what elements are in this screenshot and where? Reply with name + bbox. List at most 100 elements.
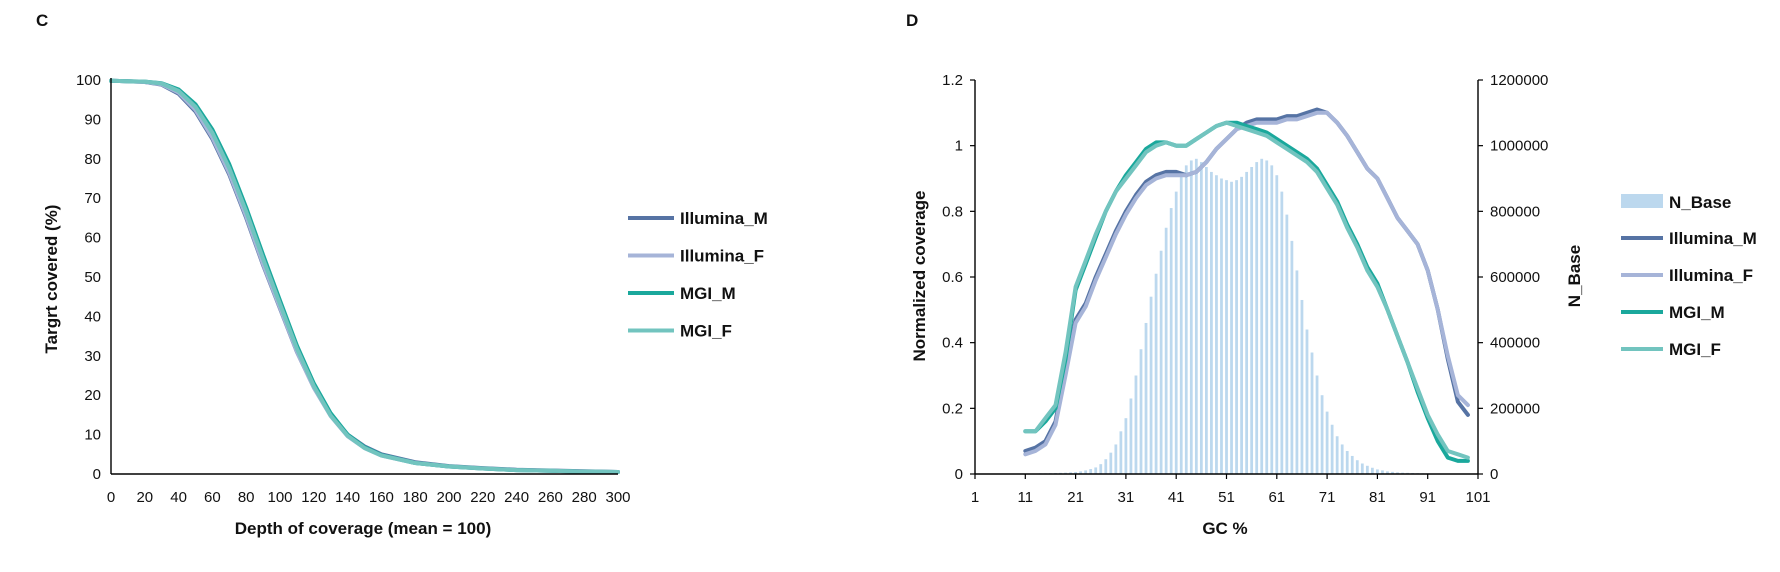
panel-d-letter: D <box>906 11 918 30</box>
panel-d-n-base-bar <box>1185 165 1188 474</box>
panel-c-x-tick-label: 220 <box>470 489 495 506</box>
panel-d-secondary-y-tick-label: 200000 <box>1490 400 1540 417</box>
panel-d-y-tick-label: 0.2 <box>942 400 963 417</box>
panel-c-y-tick-label: 30 <box>84 348 101 365</box>
panel-c-legend: Illumina_M Illumina_F MGI_M MGI_F <box>628 209 768 341</box>
panel-c-x-tick-label: 300 <box>605 489 630 506</box>
panel-d-y-tick-label: 1.2 <box>942 72 963 89</box>
panel-c-y-tick-label: 40 <box>84 308 101 325</box>
panel-d-n-base-bar <box>1356 460 1359 474</box>
panel-d-legend-label: MGI_F <box>1669 340 1721 359</box>
panel-d-secondary-y-tick-label: 0 <box>1490 466 1498 483</box>
panel-c-y-tick-label: 10 <box>84 427 101 444</box>
panel-d-x-tick-label: 31 <box>1118 489 1135 506</box>
panel-c-x-tick-label: 240 <box>504 489 529 506</box>
panel-d-secondary-y-axis-title: N_Base <box>1565 245 1584 307</box>
panel-c-legend-label: Illumina_F <box>680 247 764 266</box>
panel-d-n-base-bar <box>1285 215 1288 474</box>
panel-d-n-base-bar <box>1089 469 1092 474</box>
panel-d-n-base-bar <box>1311 353 1314 474</box>
panel-d-x-tick-label: 11 <box>1018 489 1034 506</box>
panel-d-n-base-bar <box>1265 160 1268 474</box>
panel-d-n-base-bar <box>1371 468 1374 474</box>
panel-d-n-base-bar <box>1225 180 1228 474</box>
panel-c-series-line-mgi-m <box>111 81 618 472</box>
panel-c-x-tick-label: 60 <box>204 489 221 506</box>
panel-c-y-tick-label: 50 <box>84 269 101 286</box>
panel-d-n-base-bar <box>1341 444 1344 474</box>
panel-d-n-base-bar <box>1210 172 1213 474</box>
panel-c-legend-item: MGI_M <box>628 284 736 303</box>
panel-d-n-base-bar <box>1275 175 1278 474</box>
panel-d-x-tick-label: 91 <box>1419 489 1436 506</box>
panel-d-n-base-bar <box>1205 167 1208 474</box>
panel-c-series-line-mgi-f <box>111 81 618 472</box>
panel-d-y-tick-labels: 0 0.2 0.4 0.6 0.8 1 1.2 <box>942 72 963 483</box>
panel-d-n-base-bar <box>1321 395 1324 474</box>
panel-c-x-tick-label: 180 <box>403 489 428 506</box>
panel-c-legend-label: MGI_M <box>680 284 736 303</box>
panel-d-n-base-bar <box>1165 228 1168 474</box>
panel-d-n-base-bar <box>1346 451 1349 474</box>
panel-c-legend-item: MGI_F <box>628 322 732 341</box>
panel-d-n-base-bar <box>1245 172 1248 474</box>
panel-d-y-tick-label: 1 <box>955 138 963 155</box>
panel-d-n-base-bar <box>1255 162 1258 474</box>
panel-c-x-axis-title: Depth of coverage (mean = 100) <box>235 519 492 538</box>
panel-d-secondary-y-tick-label: 600000 <box>1490 269 1540 286</box>
panel-d-n-base-bar <box>1291 241 1294 474</box>
panel-d-n-base-bar <box>1094 467 1097 474</box>
panel-d-n-base-bar <box>1175 192 1178 474</box>
panel-d-secondary-y-tick-label: 1200000 <box>1490 72 1548 89</box>
panel-d-x-tick-label: 51 <box>1218 489 1235 506</box>
panel-d-n-base-bar <box>1336 436 1339 474</box>
panel-d-n-base-bar <box>1104 459 1107 474</box>
panel-d-n-base-bar <box>1240 177 1243 474</box>
panel-d-n-base-bar <box>1140 349 1143 474</box>
panel-d-legend-item: N_Base <box>1621 193 1731 212</box>
panel-c-legend-label: Illumina_M <box>680 209 768 228</box>
panel-d-n-base-bar <box>1150 297 1153 474</box>
panel-c-y-tick-label: 90 <box>84 111 101 128</box>
panel-d-secondary-y-tick-label: 1000000 <box>1490 138 1548 155</box>
panel-c-x-tick-label: 160 <box>369 489 394 506</box>
panel-d-secondary-y-tick-label: 800000 <box>1490 203 1540 220</box>
panel-d-n-base-bar <box>1099 464 1102 474</box>
panel-d-y-tick-label: 0.4 <box>942 335 963 352</box>
panel-d-n-base-bar <box>1130 398 1133 474</box>
panel-d-y-tick-label: 0 <box>955 466 963 483</box>
panel-d-n-base-bar <box>1180 177 1183 474</box>
panel-d-x-tick-label: 41 <box>1168 489 1185 506</box>
panel-d-x-tick-label: 81 <box>1369 489 1386 506</box>
panel-d-legend-item: MGI_M <box>1621 303 1725 322</box>
panel-d-n-base-bar <box>1215 175 1218 474</box>
panel-d-n-base-bar <box>1160 251 1163 474</box>
panel-c-y-tick-label: 0 <box>93 466 101 483</box>
panel-d-n-base-bar <box>1260 159 1263 474</box>
panel-d-y-tick-label: 0.6 <box>942 269 963 286</box>
panel-c-legend-label: MGI_F <box>680 322 732 341</box>
panel-c-x-tick-label: 260 <box>538 489 563 506</box>
panel-d-legend-label: MGI_M <box>1669 303 1725 322</box>
panel-d-n-base-bar <box>1280 192 1283 474</box>
panel-d-n-base-bar <box>1326 412 1329 474</box>
panel-d-n-base-bar <box>1195 159 1198 474</box>
panel-d-x-tick-label: 21 <box>1067 489 1084 506</box>
panel-d-legend-label: Illumina_M <box>1669 229 1757 248</box>
panel-d-y-tick-label: 0.8 <box>942 203 963 220</box>
panel-d-n-base-bar <box>1155 274 1158 474</box>
panel-d-n-base-bar <box>1316 376 1319 475</box>
panel-d-legend-swatch <box>1621 194 1663 208</box>
panel-d-n-base-bar <box>1114 444 1117 474</box>
panel-c-y-tick-label: 100 <box>76 72 101 89</box>
panel-c-x-tick-label: 100 <box>267 489 292 506</box>
panel-c-x-tick-label: 20 <box>136 489 153 506</box>
panel-d-n-base-bar <box>1119 431 1122 474</box>
panel-d-n-base-bar <box>1361 463 1364 474</box>
